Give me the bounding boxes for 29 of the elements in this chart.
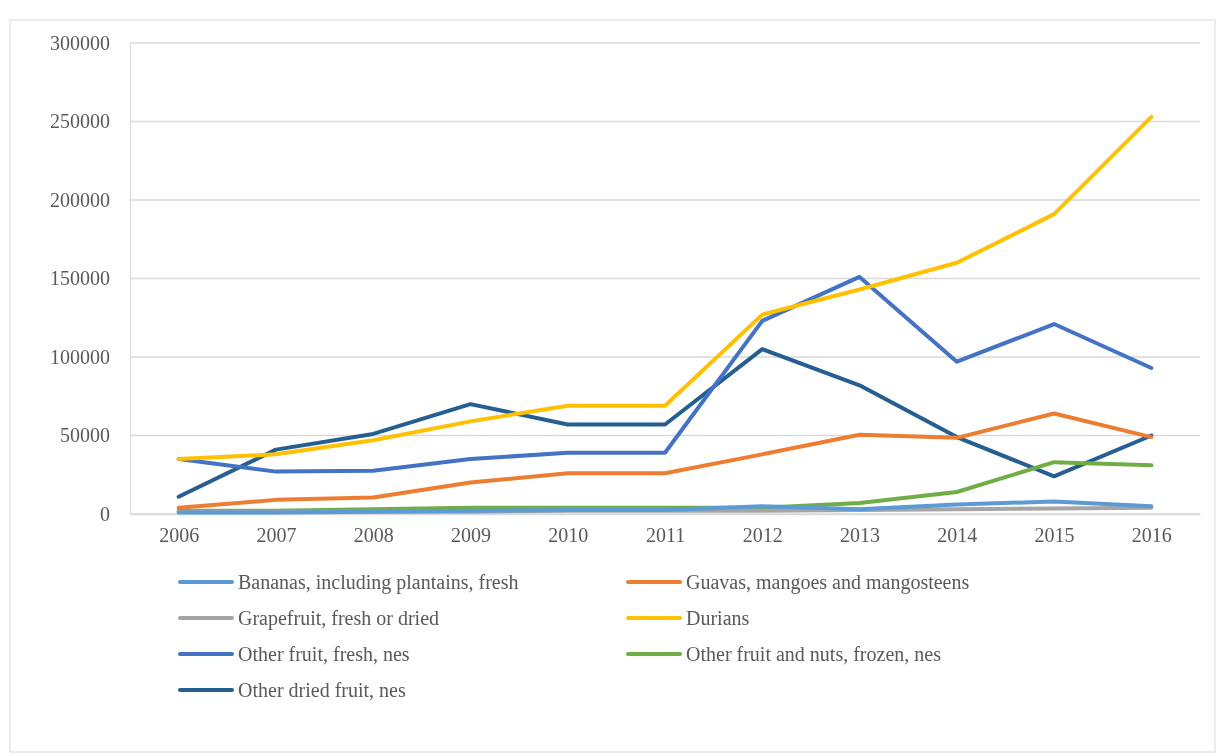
- x-tick-label: 2007: [256, 524, 297, 547]
- legend-label: Other fruit and nuts, frozen, nes: [686, 643, 942, 665]
- y-tick-label: 300000: [50, 31, 110, 54]
- y-tick-label: 0: [100, 502, 110, 525]
- legend-label: Other dried fruit, nes: [238, 679, 406, 701]
- legend-label: Durians: [686, 607, 750, 629]
- legend-label: Guavas, mangoes and mangosteens: [686, 571, 970, 594]
- y-tick-label: 150000: [50, 267, 110, 290]
- x-tick-label: 2016: [1131, 524, 1172, 547]
- x-tick-label: 2013: [840, 524, 881, 547]
- x-tick-label: 2006: [159, 524, 200, 547]
- x-tick-label: 2011: [645, 524, 686, 547]
- x-tick-label: 2008: [353, 524, 394, 547]
- line-series: [176, 499, 1154, 515]
- y-tick-label: 50000: [60, 424, 110, 447]
- y-tick-label: 100000: [50, 345, 110, 368]
- x-tick-label: 2014: [937, 524, 978, 547]
- line-series: [176, 411, 1154, 510]
- x-tick-label: 2015: [1034, 524, 1075, 547]
- x-tick-label: 2012: [742, 524, 783, 547]
- legend-label: Other fruit, fresh, nes: [238, 643, 410, 665]
- y-tick-label: 250000: [50, 110, 110, 133]
- line-series: [176, 114, 1154, 462]
- x-tick-label: 2010: [548, 524, 589, 547]
- line-series: [176, 347, 1154, 499]
- x-tick-label: 2009: [450, 524, 491, 547]
- legend-label: Bananas, including plantains, fresh: [238, 571, 519, 594]
- y-tick-label: 200000: [50, 188, 110, 211]
- legend-label: Grapefruit, fresh or dried: [238, 607, 440, 630]
